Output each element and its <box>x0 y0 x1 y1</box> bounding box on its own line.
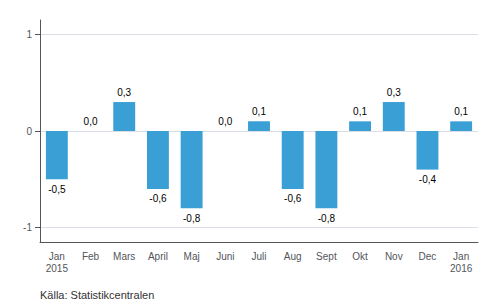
svg-text:Feb: Feb <box>82 251 100 262</box>
svg-text:Juni: Juni <box>216 251 234 262</box>
svg-text:Dec: Dec <box>419 251 437 262</box>
svg-text:0,3: 0,3 <box>117 87 131 98</box>
svg-text:Sept: Sept <box>316 251 337 262</box>
svg-text:0,0: 0,0 <box>218 116 232 127</box>
svg-text:0,0: 0,0 <box>84 116 98 127</box>
svg-text:0,3: 0,3 <box>387 87 401 98</box>
svg-text:-0,8: -0,8 <box>318 213 336 224</box>
svg-text:Okt: Okt <box>352 251 368 262</box>
svg-text:2015: 2015 <box>46 263 69 274</box>
svg-text:-0,5: -0,5 <box>48 184 66 195</box>
svg-text:-0,6: -0,6 <box>284 193 302 204</box>
svg-text:Juli: Juli <box>251 251 266 262</box>
svg-text:Jan: Jan <box>49 251 65 262</box>
svg-text:0: 0 <box>26 126 32 137</box>
svg-text:Maj: Maj <box>184 251 200 262</box>
svg-text:1: 1 <box>26 29 32 40</box>
svg-text:-0,4: -0,4 <box>419 174 437 185</box>
svg-text:2016: 2016 <box>450 263 473 274</box>
svg-text:April: April <box>148 251 168 262</box>
svg-text:0,1: 0,1 <box>454 106 468 117</box>
svg-text:Mars: Mars <box>113 251 135 262</box>
svg-text:0,1: 0,1 <box>252 106 266 117</box>
svg-text:-0,6: -0,6 <box>149 193 167 204</box>
svg-text:Källa: Statistikcentralen: Källa: Statistikcentralen <box>40 289 154 301</box>
svg-text:Jan: Jan <box>453 251 469 262</box>
svg-text:-0,8: -0,8 <box>183 213 201 224</box>
svg-text:-1: -1 <box>23 222 32 233</box>
svg-text:Nov: Nov <box>385 251 403 262</box>
svg-text:0,1: 0,1 <box>353 106 367 117</box>
svg-text:Aug: Aug <box>284 251 302 262</box>
